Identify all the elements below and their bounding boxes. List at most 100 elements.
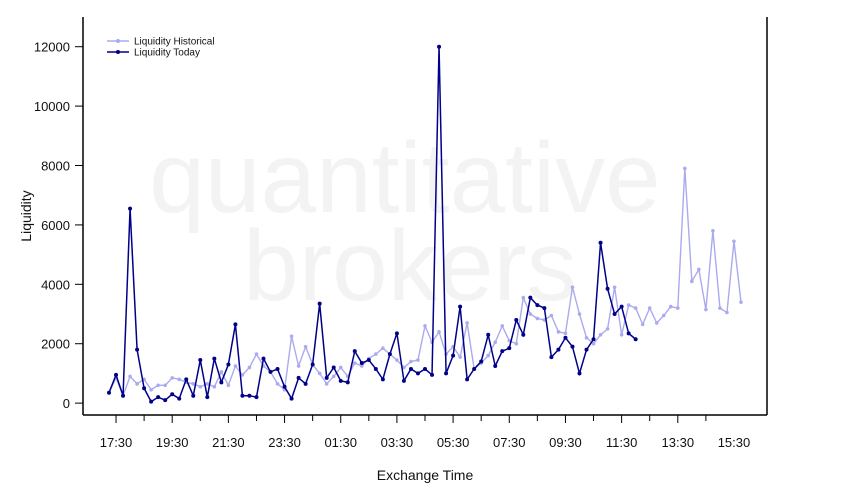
historical-point: [732, 239, 736, 244]
today-point: [444, 371, 449, 376]
historical-point: [535, 316, 540, 321]
historical-point: [570, 285, 575, 290]
historical-point: [177, 377, 182, 382]
x-tick-label: 11:30: [606, 435, 638, 450]
today-point: [345, 380, 350, 385]
today-point: [401, 378, 406, 383]
x-tick-label: 19:30: [156, 435, 189, 450]
today-point: [128, 206, 133, 211]
historical-point: [668, 304, 673, 309]
series-today: [107, 44, 638, 404]
x-tick-label: 09:30: [549, 435, 582, 450]
legend-label: Liquidity Historical: [134, 37, 215, 48]
today-point: [556, 347, 561, 352]
historical-point: [654, 321, 659, 325]
historical-point: [640, 322, 645, 327]
today-point: [626, 331, 631, 336]
y-tick-label: 2000: [41, 337, 70, 352]
x-tick-label: 03:30: [381, 435, 414, 450]
historical-point: [402, 365, 406, 370]
today-point: [479, 359, 484, 364]
today-point: [135, 347, 140, 352]
legend-label: Liquidity Today: [134, 48, 200, 59]
historical-point: [521, 295, 526, 300]
historical-point: [661, 313, 666, 318]
historical-point: [374, 352, 378, 356]
today-point: [212, 356, 217, 361]
today-point: [619, 304, 624, 309]
today-point: [549, 355, 554, 360]
historical-point: [563, 331, 568, 336]
x-axis-title: Exchange Time: [377, 467, 474, 483]
today-point: [219, 380, 224, 385]
today-point: [465, 377, 470, 382]
historical-point: [697, 267, 701, 272]
historical-point: [219, 370, 224, 374]
today-point: [184, 377, 189, 382]
historical-point: [247, 365, 252, 370]
today-point: [394, 331, 399, 336]
today-point: [261, 356, 266, 361]
historical-point: [352, 361, 357, 365]
historical-point: [739, 300, 743, 304]
today-point: [107, 390, 111, 395]
historical-point: [493, 340, 498, 345]
x-tick-label: 21:30: [212, 435, 245, 450]
today-point: [458, 304, 463, 309]
historical-point: [690, 279, 694, 284]
watermark-line-1: quantitative: [149, 122, 660, 234]
today-point: [605, 286, 610, 291]
today-point: [324, 375, 329, 380]
legend-marker: [116, 50, 120, 54]
today-point: [507, 346, 512, 351]
historical-point: [254, 352, 259, 356]
x-tick-label: 05:30: [437, 435, 470, 450]
x-tick-label: 17:30: [100, 435, 133, 450]
historical-point: [528, 312, 533, 316]
x-tick-label: 13:30: [662, 435, 695, 450]
today-point: [577, 371, 582, 376]
y-tick-label: 0: [63, 396, 70, 411]
historical-point: [128, 374, 132, 379]
today-point: [359, 361, 364, 366]
historical-point: [584, 335, 589, 340]
historical-point: [212, 384, 217, 389]
today-point: [486, 332, 491, 337]
today-point: [514, 317, 519, 322]
today-point: [198, 358, 203, 363]
historical-point: [303, 344, 308, 349]
watermark: quantitative brokers: [149, 122, 660, 322]
today-point: [114, 372, 119, 377]
watermark-line-2: brokers: [243, 210, 576, 322]
historical-point: [704, 307, 708, 312]
today-point: [500, 349, 505, 354]
historical-point: [718, 306, 722, 310]
today-point: [163, 398, 168, 403]
historical-point: [725, 310, 729, 315]
today-point: [275, 366, 280, 371]
today-point: [177, 396, 182, 401]
y-axis-title: Liquidity: [18, 190, 34, 241]
historical-point: [233, 364, 238, 368]
today-point: [191, 393, 196, 398]
y-tick-label: 4000: [41, 277, 70, 292]
today-point: [296, 375, 301, 380]
historical-point: [338, 365, 343, 370]
historical-point: [191, 382, 196, 386]
today-line: [108, 46, 637, 403]
x-tick-label: 23:30: [268, 435, 301, 450]
historical-point: [683, 166, 687, 171]
today-point: [415, 371, 420, 376]
historical-point: [711, 229, 715, 233]
historical-point: [619, 333, 624, 337]
historical-point: [465, 321, 469, 325]
today-point: [584, 347, 589, 352]
today-point: [598, 240, 603, 245]
historical-point: [605, 327, 610, 331]
today-point: [205, 395, 210, 400]
today-point: [268, 369, 273, 374]
today-point: [226, 362, 231, 367]
today-point: [451, 353, 456, 358]
